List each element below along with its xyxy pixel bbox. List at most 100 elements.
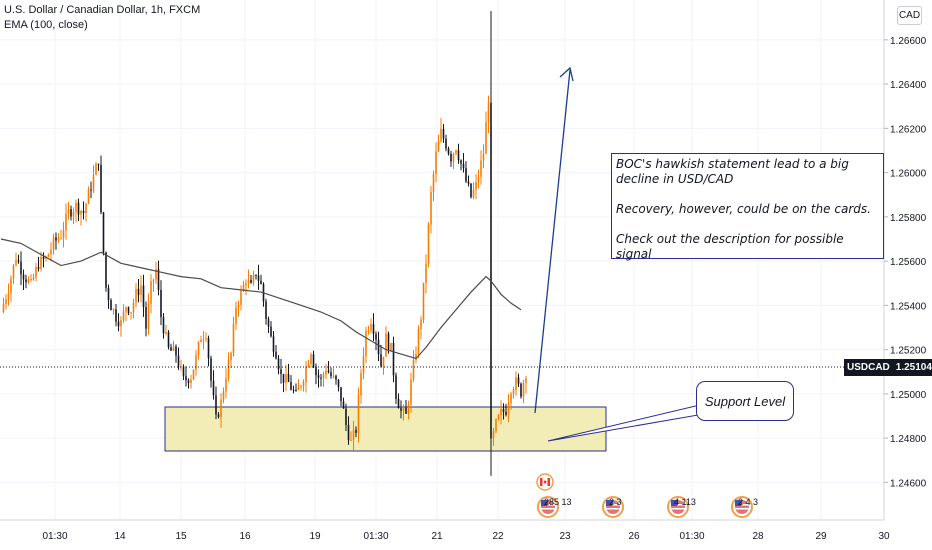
candle-body — [137, 288, 140, 295]
symbol-title[interactable]: U.S. Dollar / Canadian Dollar, 1h, FXCM — [4, 4, 201, 16]
candle-body — [300, 386, 302, 388]
time-tick-label: 23 — [559, 531, 571, 542]
economic-events-row: 285 13 2 3 4 113 2 4 3 — [536, 473, 758, 518]
candle-body — [42, 256, 45, 260]
candle-body — [110, 300, 112, 311]
annotation-line-1: BOC's hawkish statement lead to a big — [616, 157, 849, 171]
candle-body — [130, 312, 132, 314]
candle-body — [365, 330, 367, 357]
candle-body — [150, 281, 152, 304]
time-tick-label: 28 — [752, 531, 764, 542]
candle-body — [22, 274, 25, 280]
support-level-callout[interactable]: Support Level — [696, 381, 794, 421]
projection-arrow-head — [559, 66, 574, 82]
candle-body — [32, 277, 35, 279]
candle-body — [330, 372, 332, 377]
candle-body — [25, 279, 27, 283]
candle-body — [482, 154, 485, 161]
price-axis: 1.26600 1.26400 1.26200 1.26000 1.25800 1.256… — [884, 36, 927, 489]
candle-body — [7, 293, 10, 300]
candle-body — [195, 355, 197, 370]
candle-body — [347, 424, 350, 441]
indicator-label[interactable]: EMA (100, close) — [4, 19, 88, 31]
candle-body — [235, 307, 237, 324]
candle-body — [352, 429, 355, 440]
us-flag-icon[interactable]: 285 13 — [537, 496, 572, 518]
canada-flag-icon[interactable] — [536, 473, 554, 491]
currency-button[interactable]: CAD — [897, 6, 922, 25]
candle-body — [362, 356, 365, 373]
candle-body — [487, 102, 490, 123]
candle-body — [372, 324, 375, 335]
support-level-zone[interactable] — [164, 406, 607, 452]
candle-body — [342, 401, 345, 409]
us-flag-icon[interactable]: 2 4 3 — [731, 496, 758, 518]
candle-body — [80, 210, 82, 215]
candle-body — [75, 202, 77, 212]
candle-body — [387, 333, 390, 351]
candle-body — [50, 249, 52, 255]
price-tick-label: 1.25600 — [890, 257, 927, 268]
candle-body — [497, 415, 500, 420]
candle-body — [445, 138, 447, 149]
price-tick-label: 1.25000 — [890, 390, 927, 401]
candle-body — [20, 261, 22, 275]
candle-body — [125, 307, 127, 312]
candle-body — [102, 212, 105, 253]
candle-body — [72, 211, 75, 217]
candle-body — [470, 183, 472, 198]
event-count-label: 2 3 — [609, 497, 622, 507]
candle-body — [377, 339, 380, 355]
candle-body — [105, 252, 107, 288]
time-tick-label: 01:30 — [42, 531, 67, 542]
candle-body — [415, 353, 417, 360]
price-tick-label: 1.24600 — [890, 478, 927, 489]
candle-body — [305, 366, 307, 383]
us-flag-icon[interactable]: 4 113 — [667, 496, 696, 518]
candle-body — [222, 391, 225, 400]
candle-body — [157, 269, 160, 290]
candle-body — [520, 383, 522, 397]
candle-body — [422, 282, 425, 320]
candle-body — [45, 256, 47, 260]
candle-body — [182, 366, 185, 377]
candle-body — [385, 333, 387, 357]
candle-body — [525, 378, 527, 384]
candle-body — [420, 319, 422, 330]
candle-body — [107, 287, 110, 301]
candle-body — [232, 323, 235, 353]
candle-body — [505, 411, 507, 415]
projection-arrow[interactable] — [534, 69, 571, 414]
time-tick-label: 22 — [492, 531, 504, 542]
candle-body — [447, 148, 450, 154]
candle-body — [112, 309, 115, 311]
callout-label: Support Level — [704, 393, 786, 409]
candle-body — [250, 279, 252, 283]
candle-body — [315, 366, 317, 376]
price-tick-label: 1.26600 — [890, 36, 927, 47]
us-flag-icon[interactable]: 2 3 — [602, 496, 624, 518]
candle-body — [435, 151, 437, 174]
last-price-symbol: USDCAD — [847, 362, 890, 373]
candle-body — [162, 317, 165, 334]
candle-body — [457, 150, 460, 161]
candle-body — [437, 141, 440, 152]
candle-body — [237, 304, 240, 308]
candle-body — [325, 370, 327, 375]
candle-body — [270, 326, 272, 337]
candle-body — [230, 352, 232, 361]
candle-body — [477, 176, 480, 183]
candle-body — [152, 279, 155, 282]
candle-body — [317, 375, 320, 378]
annotation-textbox[interactable]: BOC's hawkish statement lead to a big de… — [611, 153, 884, 261]
candle-body — [55, 237, 57, 241]
time-tick-label: 16 — [239, 531, 251, 542]
candle-body — [392, 342, 395, 376]
candle-body — [247, 279, 250, 284]
candle-body — [217, 414, 220, 418]
candle-body — [380, 354, 382, 367]
candle-body — [292, 389, 295, 391]
candle-body — [30, 278, 32, 280]
candle-body — [275, 351, 277, 359]
